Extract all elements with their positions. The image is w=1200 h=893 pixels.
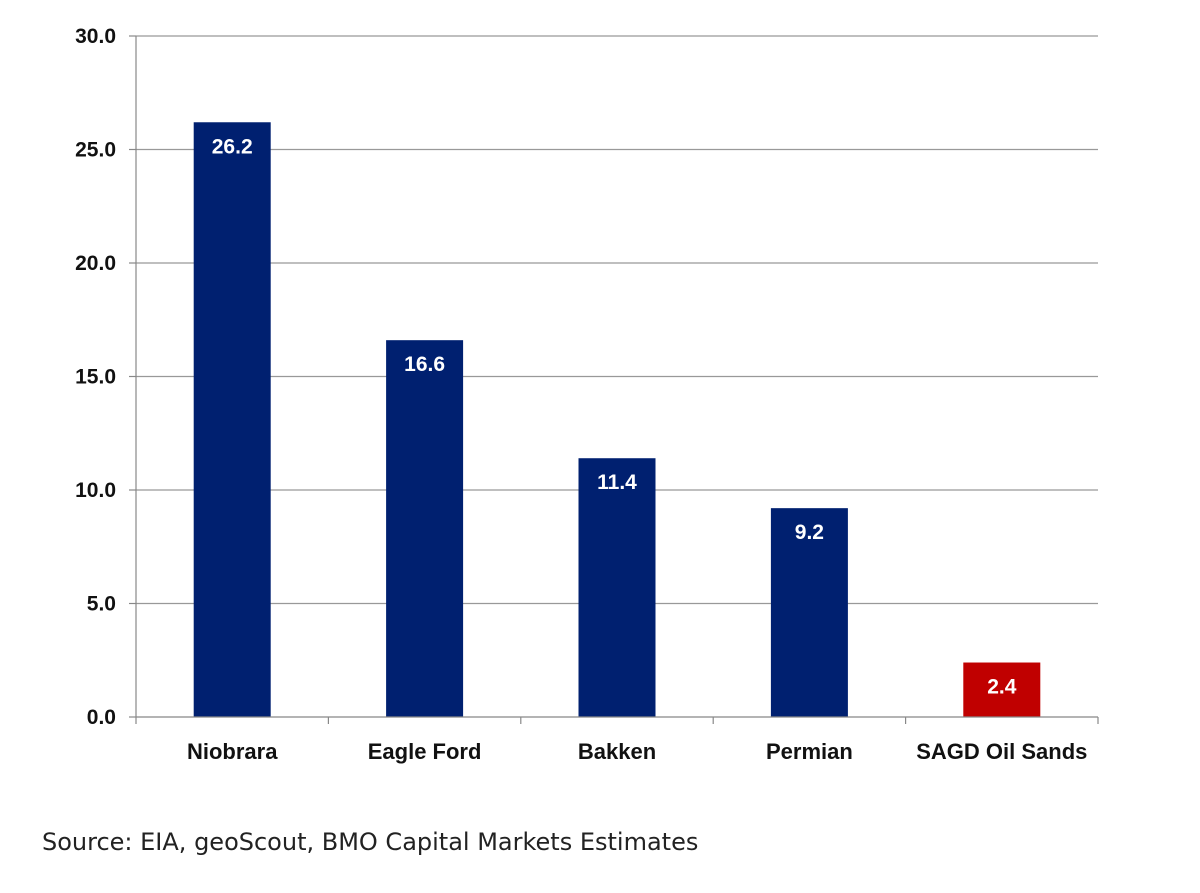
y-tick-label: 15.0 bbox=[75, 366, 116, 389]
x-tick-label: Permian bbox=[766, 739, 853, 764]
x-tick-label: Eagle Ford bbox=[368, 739, 482, 764]
y-axis-ticks: 0.0 5.0 10.0 15.0 20.0 25.0 30.0 bbox=[75, 25, 136, 729]
bar bbox=[578, 458, 656, 717]
gridlines bbox=[136, 35, 1098, 605]
y-tick-label: 10.0 bbox=[75, 479, 116, 502]
bar bbox=[770, 508, 848, 717]
x-tick-label: Niobrara bbox=[187, 739, 278, 764]
source-note: Source: EIA, geoScout, BMO Capital Marke… bbox=[42, 828, 699, 856]
x-axis-ticks: Niobrara Eagle Ford Bakken Permian SAGD Oil … bbox=[135, 717, 1099, 764]
y-tick-label: 20.0 bbox=[75, 252, 116, 275]
data-label: 9.2 bbox=[795, 521, 824, 544]
x-tick-label: SAGD Oil Sands bbox=[916, 739, 1087, 764]
data-label: 26.2 bbox=[212, 135, 253, 158]
y-tick-label: 5.0 bbox=[87, 593, 116, 616]
bar bbox=[193, 122, 271, 717]
bars: 26.2 16.6 11.4 9.2 2.4 bbox=[193, 122, 1041, 717]
bar bbox=[386, 340, 464, 717]
data-label: 11.4 bbox=[597, 471, 637, 494]
data-label: 16.6 bbox=[404, 353, 445, 376]
x-tick-label: Bakken bbox=[578, 739, 656, 764]
y-tick-label: 0.0 bbox=[87, 706, 116, 729]
y-tick-label: 30.0 bbox=[75, 25, 116, 48]
data-label: 2.4 bbox=[987, 676, 1017, 699]
y-tick-label: 25.0 bbox=[75, 139, 116, 162]
bar bbox=[963, 662, 1041, 717]
